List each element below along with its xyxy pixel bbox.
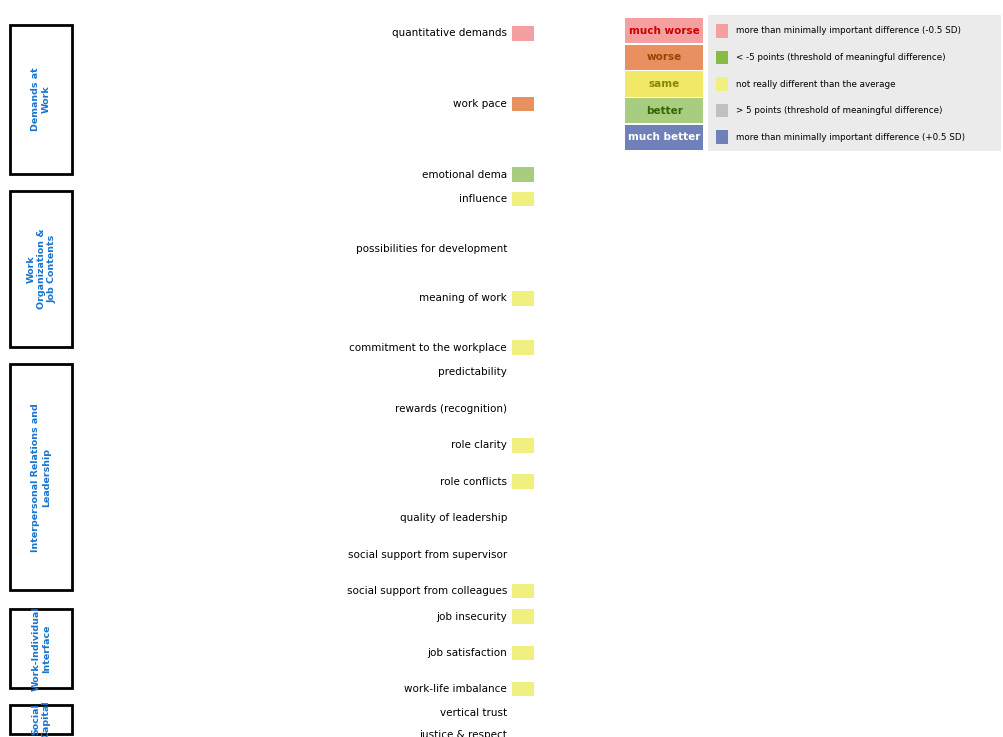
FancyBboxPatch shape bbox=[512, 584, 534, 598]
Text: Social
Capital: Social Capital bbox=[31, 700, 51, 737]
FancyBboxPatch shape bbox=[625, 18, 702, 43]
Text: job satisfaction: job satisfaction bbox=[427, 648, 507, 658]
FancyBboxPatch shape bbox=[512, 475, 534, 489]
Text: work pace: work pace bbox=[452, 99, 507, 109]
Text: much better: much better bbox=[627, 132, 700, 142]
Text: < -5 points (threshold of meaningful difference): < -5 points (threshold of meaningful dif… bbox=[735, 53, 945, 62]
FancyBboxPatch shape bbox=[715, 104, 727, 117]
FancyBboxPatch shape bbox=[512, 167, 534, 182]
Text: worse: worse bbox=[646, 52, 681, 63]
Text: > 5 points (threshold of meaningful difference): > 5 points (threshold of meaningful diff… bbox=[735, 106, 942, 115]
FancyBboxPatch shape bbox=[625, 45, 702, 70]
FancyBboxPatch shape bbox=[715, 130, 727, 144]
Text: role conflicts: role conflicts bbox=[439, 477, 507, 486]
Text: Interpersonal Relations and
Leadership: Interpersonal Relations and Leadership bbox=[31, 403, 51, 551]
Text: work-life imbalance: work-life imbalance bbox=[404, 684, 507, 694]
Text: meaning of work: meaning of work bbox=[419, 293, 507, 303]
FancyBboxPatch shape bbox=[512, 682, 534, 696]
Text: quantitative demands: quantitative demands bbox=[391, 28, 507, 38]
Text: emotional dema: emotional dema bbox=[421, 170, 507, 180]
Text: Work
Organization &
Job Contents: Work Organization & Job Contents bbox=[26, 228, 56, 310]
FancyBboxPatch shape bbox=[10, 364, 72, 590]
FancyBboxPatch shape bbox=[715, 24, 727, 38]
FancyBboxPatch shape bbox=[707, 15, 1000, 151]
FancyBboxPatch shape bbox=[625, 125, 702, 150]
FancyBboxPatch shape bbox=[512, 26, 534, 41]
Text: predictability: predictability bbox=[437, 367, 507, 377]
Text: Demands at
Work: Demands at Work bbox=[31, 68, 51, 131]
Text: much worse: much worse bbox=[628, 26, 699, 36]
Text: same: same bbox=[648, 79, 679, 89]
Text: possibilities for development: possibilities for development bbox=[355, 244, 507, 254]
Text: justice & respect: justice & respect bbox=[418, 730, 507, 737]
FancyBboxPatch shape bbox=[625, 98, 702, 123]
Text: more than minimally important difference (-0.5 SD): more than minimally important difference… bbox=[735, 27, 960, 35]
Text: social support from supervisor: social support from supervisor bbox=[347, 550, 507, 559]
FancyBboxPatch shape bbox=[10, 25, 72, 174]
Text: not really different than the average: not really different than the average bbox=[735, 80, 895, 88]
Text: commitment to the workplace: commitment to the workplace bbox=[349, 343, 507, 353]
FancyBboxPatch shape bbox=[512, 291, 534, 306]
FancyBboxPatch shape bbox=[10, 191, 72, 347]
Text: rewards (recognition): rewards (recognition) bbox=[394, 404, 507, 413]
Text: better: better bbox=[645, 105, 682, 116]
Text: social support from colleagues: social support from colleagues bbox=[346, 586, 507, 596]
FancyBboxPatch shape bbox=[715, 51, 727, 64]
Text: job insecurity: job insecurity bbox=[436, 612, 507, 622]
Text: influence: influence bbox=[458, 194, 507, 204]
Text: quality of leadership: quality of leadership bbox=[399, 513, 507, 523]
FancyBboxPatch shape bbox=[512, 438, 534, 453]
FancyBboxPatch shape bbox=[512, 340, 534, 355]
FancyBboxPatch shape bbox=[512, 97, 534, 111]
FancyBboxPatch shape bbox=[10, 705, 72, 734]
Text: more than minimally important difference (+0.5 SD): more than minimally important difference… bbox=[735, 133, 964, 142]
FancyBboxPatch shape bbox=[715, 77, 727, 91]
Text: vertical trust: vertical trust bbox=[439, 708, 507, 718]
FancyBboxPatch shape bbox=[512, 192, 534, 206]
FancyBboxPatch shape bbox=[10, 609, 72, 688]
Text: role clarity: role clarity bbox=[450, 440, 507, 450]
FancyBboxPatch shape bbox=[625, 71, 702, 97]
FancyBboxPatch shape bbox=[512, 609, 534, 624]
FancyBboxPatch shape bbox=[512, 646, 534, 660]
Text: Work-Individual
Interface: Work-Individual Interface bbox=[31, 607, 51, 691]
